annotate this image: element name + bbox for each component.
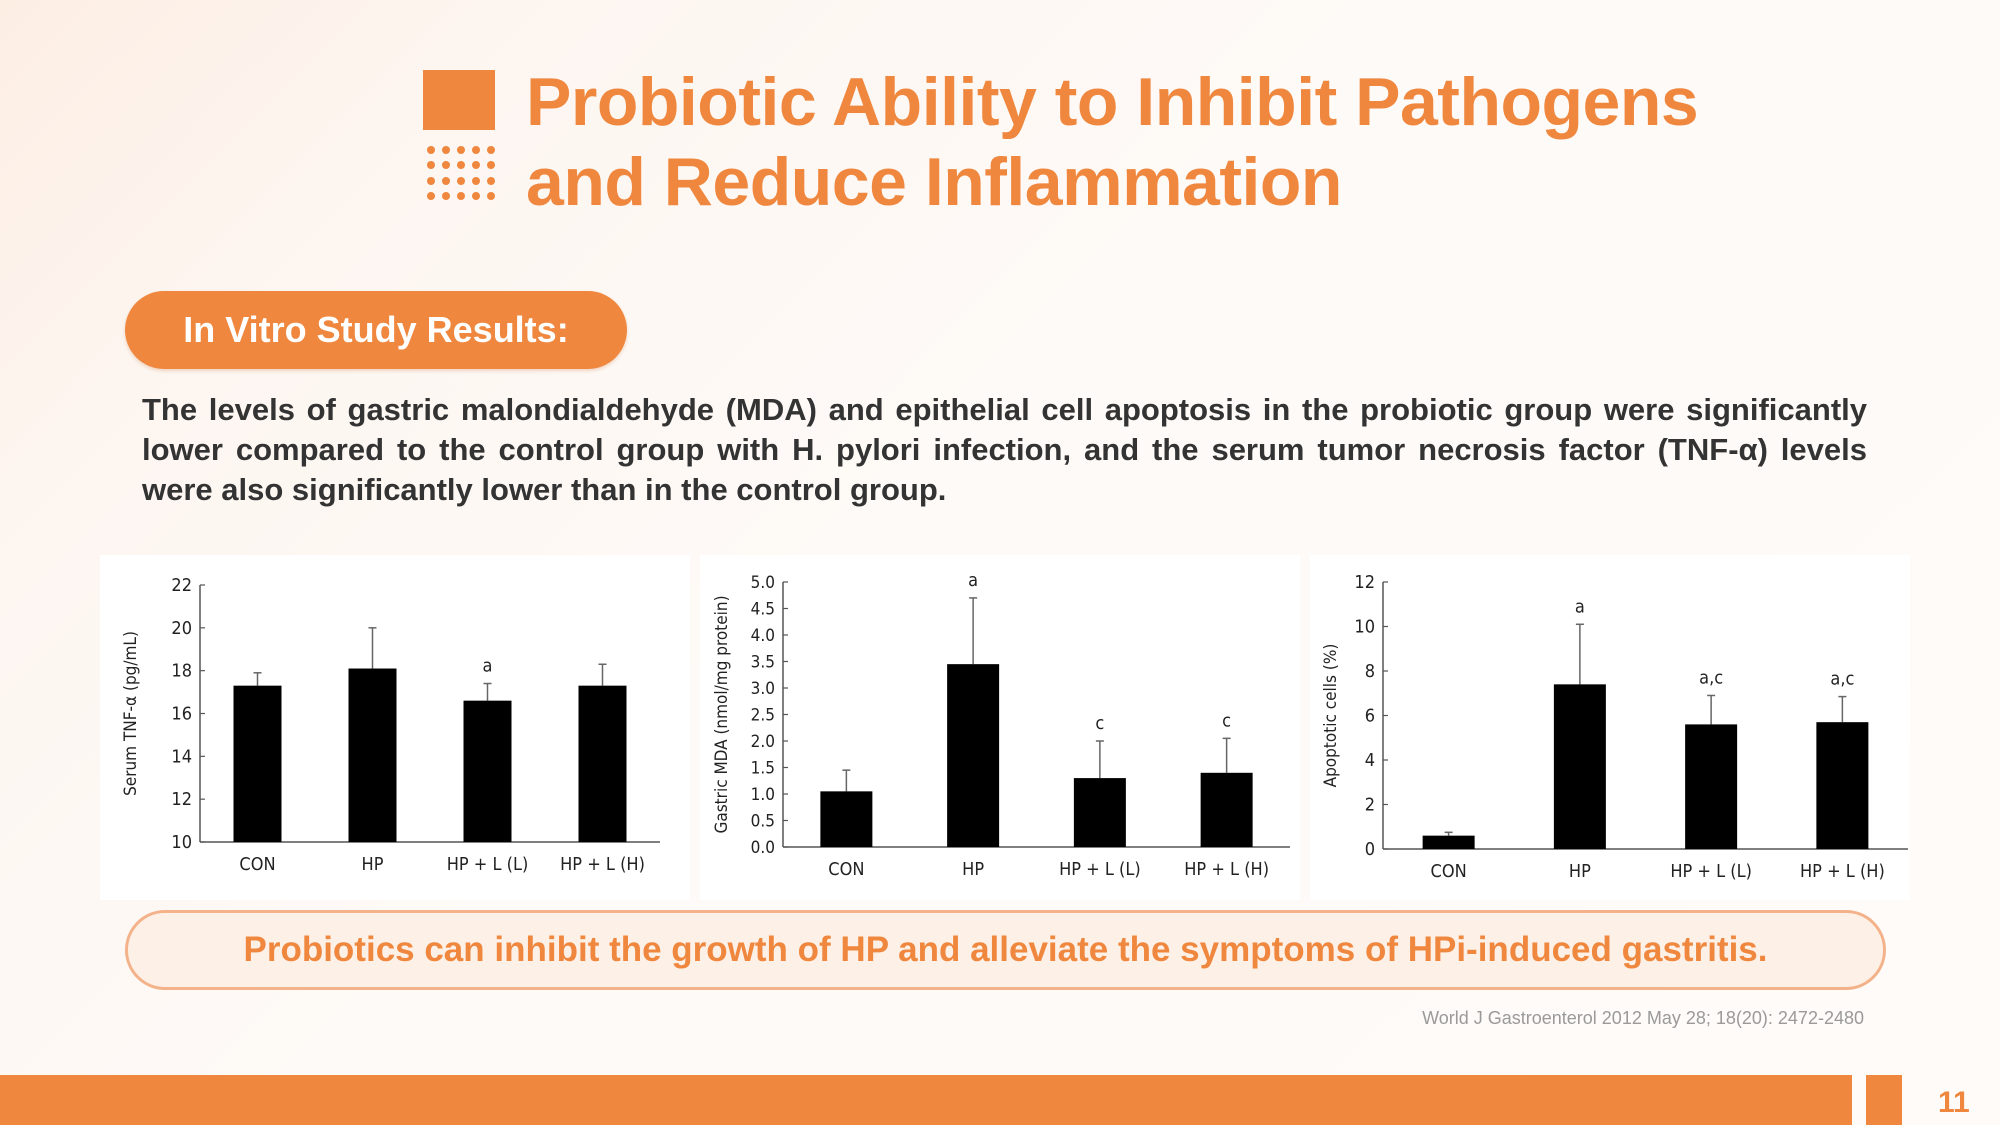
- bar-hp-l-l-: [1685, 724, 1738, 849]
- x-tick-label: CON: [1431, 861, 1467, 882]
- citation: World J Gastroenterol 2012 May 28; 18(20…: [1422, 1008, 1864, 1028]
- bar-hp: [348, 668, 397, 842]
- x-tick-label: HP + L (L): [447, 854, 529, 875]
- x-tick-label: HP + L (H): [560, 854, 645, 875]
- dot: [472, 176, 481, 185]
- dot: [426, 145, 435, 154]
- dot: [426, 192, 435, 201]
- chart-panel-tnf: 10 12 14 16 18 20 22 Serum TNF-α (pg/mL) CON HP a H…: [100, 555, 690, 900]
- title-line-2: and Reduce Inflammation: [526, 144, 1342, 220]
- y-tick-label: 8: [1365, 661, 1375, 682]
- y-tick-label: 2.0: [751, 732, 775, 752]
- bar-hp: [947, 664, 1000, 847]
- significance-label: c: [1095, 713, 1104, 734]
- significance-label: a: [968, 570, 978, 591]
- bar-hp-l-h-: [1200, 772, 1253, 847]
- y-tick-label: 20: [171, 618, 192, 639]
- significance-label: a: [1575, 596, 1585, 617]
- x-tick-label: HP: [962, 859, 984, 880]
- title-line-1: Probiotic Ability to Inhibit Pathogens: [526, 64, 1699, 140]
- y-tick-label: 4.0: [751, 626, 775, 646]
- bar-con: [233, 685, 282, 842]
- footer-bar: [0, 1075, 1852, 1125]
- y-tick-label: 2: [1365, 795, 1375, 816]
- x-tick-label: HP + L (L): [1670, 861, 1752, 882]
- y-tick-label: 10: [171, 832, 192, 853]
- x-tick-label: HP + L (L): [1059, 859, 1141, 880]
- dot: [472, 145, 481, 154]
- y-tick-label: 1.5: [751, 759, 775, 779]
- footer-block: [1866, 1075, 1902, 1125]
- dot: [456, 161, 465, 170]
- chart-tnf: 10 12 14 16 18 20 22 Serum TNF-α (pg/mL) CON HP a H…: [121, 575, 660, 875]
- bar-con: [1422, 835, 1475, 849]
- significance-label: a,c: [1699, 667, 1723, 688]
- y-tick-label: 4.5: [751, 600, 775, 620]
- dot: [456, 145, 465, 154]
- dot: [456, 176, 465, 185]
- bar-hp-l-h-: [1816, 722, 1869, 849]
- bar-con: [820, 791, 873, 847]
- section-pill: In Vitro Study Results:: [125, 291, 627, 369]
- dot: [487, 161, 496, 170]
- y-tick-label: 16: [171, 704, 192, 725]
- page-number: 11: [1938, 1086, 1970, 1119]
- dot: [472, 161, 481, 170]
- slide-title: Probiotic Ability to Inhibit Pathogens a…: [526, 62, 1699, 222]
- y-tick-label: 3.0: [751, 679, 775, 699]
- dot-grid-icon: [423, 142, 499, 204]
- y-tick-label: 1.0: [751, 785, 775, 805]
- dot: [487, 192, 496, 201]
- dot: [441, 176, 450, 185]
- y-tick-label: 12: [171, 789, 192, 810]
- x-tick-label: HP: [362, 854, 384, 875]
- y-tick-label: 18: [171, 661, 192, 682]
- bar-hp-l-h-: [578, 685, 627, 842]
- bar-hp-l-l-: [1073, 778, 1126, 847]
- y-tick-label: 6: [1365, 706, 1375, 727]
- chart-mda: 0.0 0.5 1.0 1.5 2.0 2.5 3.0 3.5 4.0 4.5 5.0 Gastric…: [712, 570, 1290, 880]
- dot: [472, 192, 481, 201]
- dot: [456, 192, 465, 201]
- y-tick-label: 10: [1354, 617, 1375, 638]
- x-tick-label: HP + L (H): [1184, 859, 1269, 880]
- y-tick-label: 22: [171, 575, 192, 596]
- dot: [487, 145, 496, 154]
- chart-panel-apoptosis: 0 2 4 6 8 10 12 Apoptotic cells (%) CON a HP a,c HP …: [1310, 555, 1910, 900]
- y-tick-label: 0.0: [751, 838, 775, 858]
- dot: [441, 161, 450, 170]
- title-square-icon: [423, 70, 495, 130]
- y-axis-label: Serum TNF-α (pg/mL): [121, 631, 141, 796]
- y-tick-label: 12: [1354, 572, 1375, 593]
- x-tick-label: CON: [828, 859, 864, 880]
- dot: [426, 161, 435, 170]
- dot: [487, 176, 496, 185]
- chart-apoptosis: 0 2 4 6 8 10 12 Apoptotic cells (%) CON a HP a,c HP …: [1321, 572, 1908, 882]
- y-tick-label: 0: [1365, 839, 1375, 860]
- x-tick-label: HP: [1569, 861, 1591, 882]
- conclusion-banner: Probiotics can inhibit the growth of HP …: [125, 910, 1886, 990]
- y-tick-label: 3.5: [751, 653, 775, 673]
- chart-panel-mda: 0.0 0.5 1.0 1.5 2.0 2.5 3.0 3.5 4.0 4.5 5.0 Gastric…: [700, 555, 1300, 900]
- bar-hp-l-l-: [463, 700, 512, 842]
- y-tick-label: 4: [1365, 750, 1375, 771]
- y-axis-label: Gastric MDA (nmol/mg protein): [712, 595, 732, 833]
- significance-label: a: [483, 656, 493, 677]
- bar-hp: [1553, 684, 1606, 849]
- x-tick-label: HP + L (H): [1800, 861, 1885, 882]
- dot: [441, 145, 450, 154]
- y-tick-label: 2.5: [751, 706, 775, 726]
- y-tick-label: 14: [171, 746, 192, 767]
- x-tick-label: CON: [239, 854, 275, 875]
- significance-label: c: [1222, 710, 1231, 731]
- dot: [426, 176, 435, 185]
- y-axis-label: Apoptotic cells (%): [1321, 644, 1341, 788]
- significance-label: a,c: [1830, 669, 1854, 690]
- y-tick-label: 5.0: [751, 573, 775, 593]
- dot: [441, 192, 450, 201]
- summary-paragraph: The levels of gastric malondialdehyde (M…: [142, 392, 1867, 507]
- y-tick-label: 0.5: [751, 812, 775, 832]
